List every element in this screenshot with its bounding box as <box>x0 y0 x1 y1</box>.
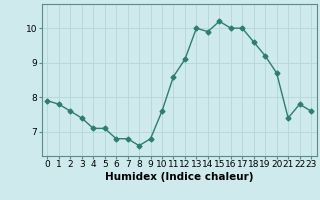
X-axis label: Humidex (Indice chaleur): Humidex (Indice chaleur) <box>105 172 253 182</box>
